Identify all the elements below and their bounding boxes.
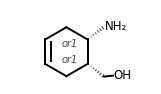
Text: OH: OH — [114, 69, 132, 82]
Text: or1: or1 — [62, 39, 78, 49]
Text: or1: or1 — [62, 55, 78, 65]
Text: NH₂: NH₂ — [105, 20, 127, 33]
